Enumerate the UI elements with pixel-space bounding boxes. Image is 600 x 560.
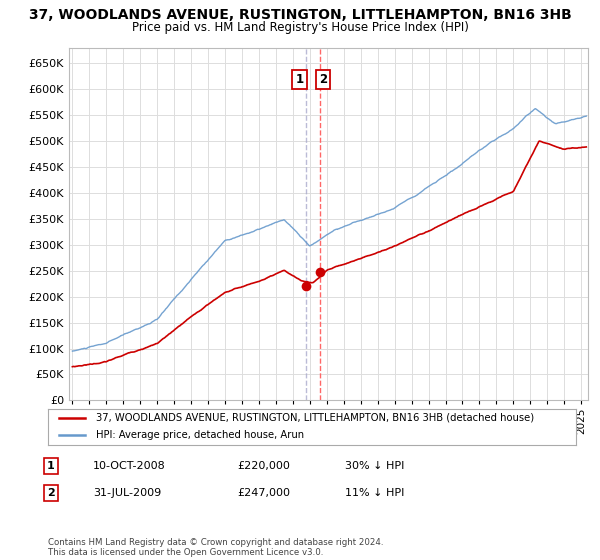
Text: 11% ↓ HPI: 11% ↓ HPI — [345, 488, 404, 498]
Text: 37, WOODLANDS AVENUE, RUSTINGTON, LITTLEHAMPTON, BN16 3HB: 37, WOODLANDS AVENUE, RUSTINGTON, LITTLE… — [29, 8, 571, 22]
Text: £220,000: £220,000 — [237, 461, 290, 471]
Text: £247,000: £247,000 — [237, 488, 290, 498]
Text: 37, WOODLANDS AVENUE, RUSTINGTON, LITTLEHAMPTON, BN16 3HB (detached house): 37, WOODLANDS AVENUE, RUSTINGTON, LITTLE… — [95, 413, 533, 423]
Text: Price paid vs. HM Land Registry's House Price Index (HPI): Price paid vs. HM Land Registry's House … — [131, 21, 469, 34]
Text: 10-OCT-2008: 10-OCT-2008 — [93, 461, 166, 471]
Text: 31-JUL-2009: 31-JUL-2009 — [93, 488, 161, 498]
Text: Contains HM Land Registry data © Crown copyright and database right 2024.
This d: Contains HM Land Registry data © Crown c… — [48, 538, 383, 557]
Text: 2: 2 — [319, 73, 327, 86]
Text: 1: 1 — [295, 73, 304, 86]
Text: 1: 1 — [47, 461, 55, 471]
Text: 30% ↓ HPI: 30% ↓ HPI — [345, 461, 404, 471]
Text: 2: 2 — [47, 488, 55, 498]
Text: HPI: Average price, detached house, Arun: HPI: Average price, detached house, Arun — [95, 430, 304, 440]
